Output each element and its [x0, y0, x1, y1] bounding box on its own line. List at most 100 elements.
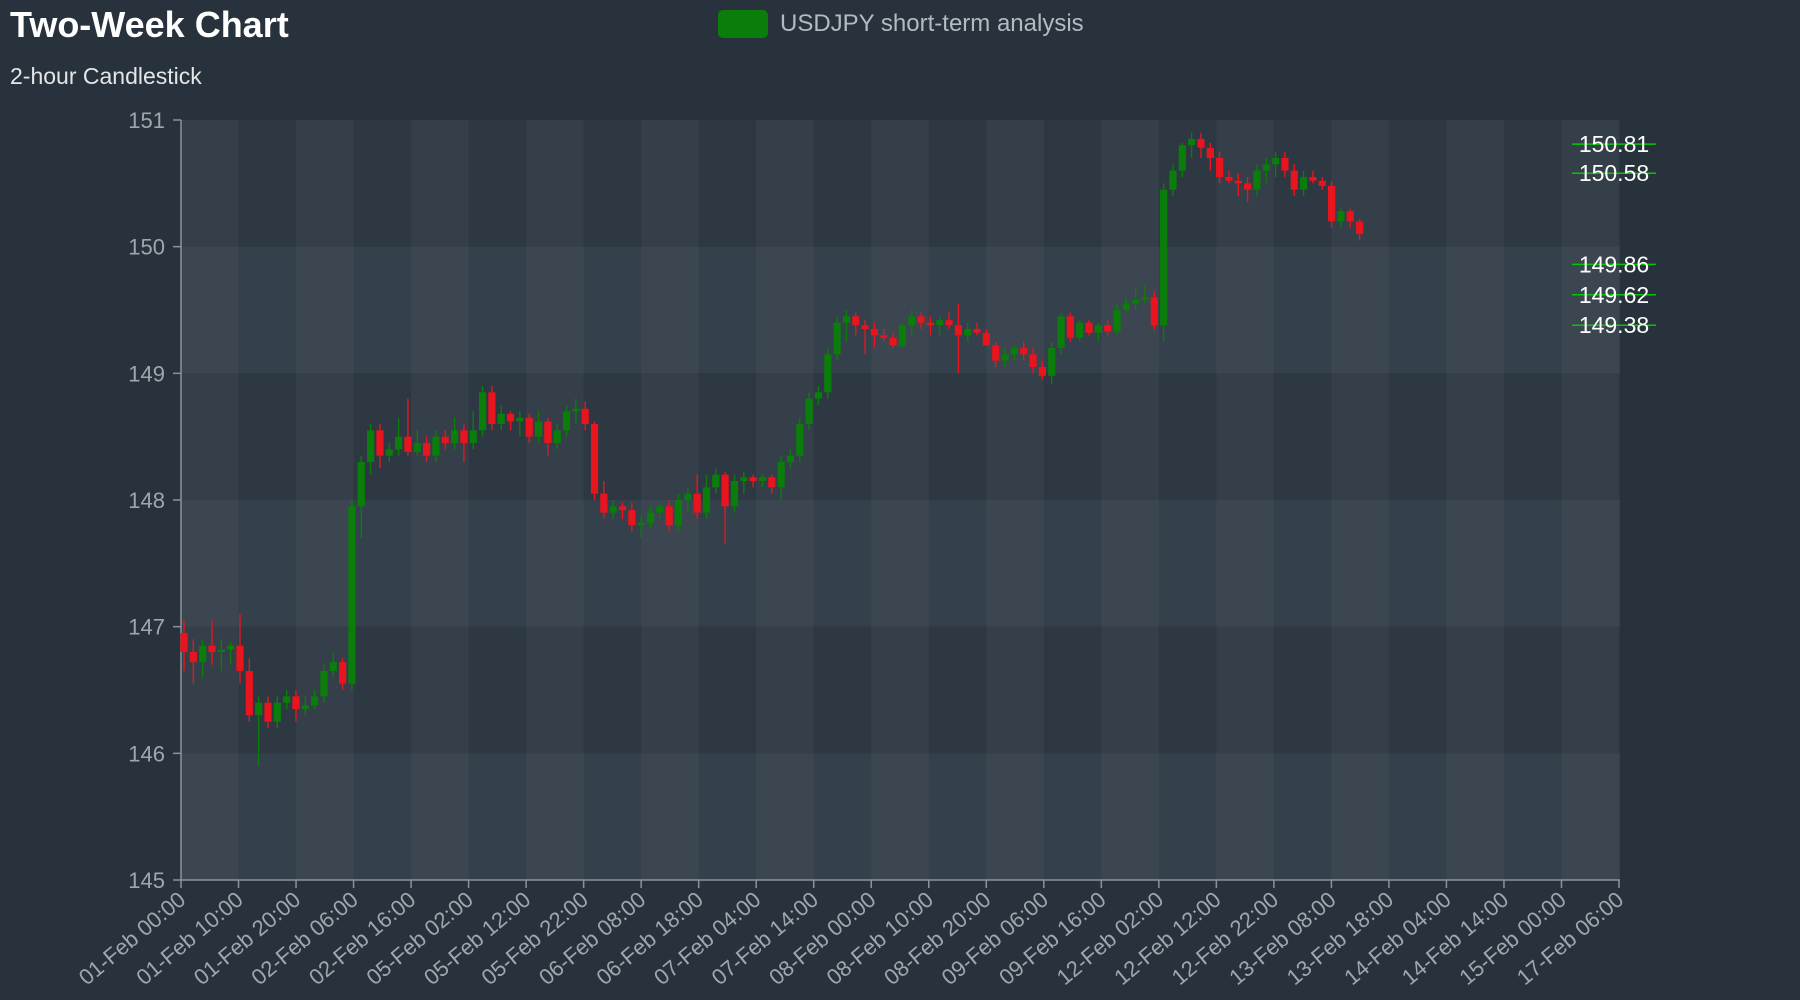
candle-body	[982, 332, 990, 346]
candle-body	[572, 408, 580, 412]
candle-body	[283, 696, 291, 703]
grid-stripe	[1446, 120, 1504, 880]
grid-band	[181, 753, 1620, 880]
candle-body	[1020, 348, 1028, 355]
candle-body	[208, 645, 216, 652]
candle-body	[357, 462, 365, 507]
candle-body	[889, 337, 897, 346]
candle-body	[786, 455, 795, 462]
candle-body	[413, 443, 421, 452]
candle-body	[702, 487, 711, 513]
candle-body	[255, 702, 263, 716]
candle-body	[1057, 316, 1065, 348]
candle-body	[870, 329, 879, 336]
candle-body	[1327, 185, 1336, 222]
candle-body	[777, 462, 785, 488]
candle-body	[199, 645, 207, 663]
candle-body	[497, 413, 505, 424]
candle-body	[861, 325, 869, 329]
grid-stripe	[296, 120, 354, 880]
candle-body	[740, 477, 748, 481]
candle-body	[600, 493, 608, 513]
candle-body	[404, 436, 412, 452]
candle-body	[1318, 180, 1326, 186]
candle-body	[1150, 297, 1158, 326]
candle-body	[842, 316, 851, 323]
candle-body	[590, 424, 599, 494]
candle-body	[339, 662, 347, 684]
candle-body	[1206, 147, 1214, 158]
chart-subtitle: 2-hour Candlestick	[10, 63, 202, 89]
legend-swatch	[718, 10, 768, 38]
candle-body	[488, 392, 496, 424]
candle-body	[1178, 145, 1186, 171]
candle-body	[926, 322, 934, 326]
candle-body	[768, 477, 776, 488]
candle-body	[1309, 177, 1317, 181]
candle-body	[674, 500, 683, 526]
y-tick-label: 151	[128, 108, 165, 133]
candle-body	[693, 493, 701, 513]
legend-label: USDJPY short-term analysis	[780, 10, 1084, 37]
candle-body	[1272, 158, 1280, 165]
grid-stripe	[526, 120, 584, 880]
candle-body	[637, 522, 645, 526]
candle-body	[1225, 177, 1233, 181]
candle-body	[227, 645, 235, 650]
chart-legend[interactable]: USDJPY short-term analysis	[718, 10, 1084, 38]
chart-title: Two-Week Chart	[10, 4, 289, 45]
candle-body	[1113, 310, 1121, 332]
candle-body	[562, 411, 571, 431]
candle-body	[301, 705, 309, 709]
candle-body	[1244, 183, 1252, 190]
candle-body	[1048, 348, 1056, 376]
candle-body	[1234, 180, 1242, 184]
candle-body	[1066, 316, 1074, 338]
candle-body	[1253, 170, 1261, 190]
candle-body	[945, 320, 953, 326]
level-label: 149.62	[1579, 282, 1649, 308]
candle-body	[721, 474, 729, 507]
candle-body	[1346, 211, 1354, 222]
candle-body	[618, 506, 627, 511]
candle-body	[450, 430, 459, 443]
candle-body	[1262, 164, 1270, 171]
candle-body	[292, 696, 300, 709]
grid-stripe	[181, 120, 239, 880]
grid-stripe	[1216, 120, 1274, 880]
candle-body	[712, 474, 720, 488]
candle-body	[824, 354, 832, 393]
grid-band	[181, 626, 1620, 754]
candle-body	[441, 436, 449, 443]
y-tick-label: 147	[128, 615, 165, 640]
grid-stripe	[756, 120, 814, 880]
candle-body	[973, 329, 981, 333]
candle-body	[1076, 322, 1084, 338]
candle-body	[628, 510, 636, 526]
candle-body	[376, 430, 384, 456]
candle-body	[917, 316, 925, 323]
grid-stripe	[1561, 120, 1619, 880]
candle-body	[1281, 158, 1289, 171]
candle-body	[1122, 303, 1130, 310]
candle-body	[796, 424, 804, 456]
candle-body	[525, 417, 533, 437]
candle-body	[730, 481, 739, 507]
candle-body	[814, 392, 823, 399]
candle-body	[1300, 177, 1308, 190]
candle-body	[1169, 170, 1177, 190]
grid-band	[181, 500, 1620, 627]
candle-body	[367, 430, 375, 462]
level-label: 150.81	[1579, 131, 1649, 157]
candle-body	[1337, 211, 1345, 222]
candle-body	[236, 645, 244, 671]
candle-body	[320, 671, 328, 697]
candle-body	[385, 449, 393, 456]
candle-body	[665, 506, 673, 526]
candle-body	[180, 633, 188, 652]
candle-body	[422, 443, 431, 456]
candle-body	[1094, 325, 1102, 333]
grid-stripe	[871, 120, 929, 880]
candle-body	[506, 413, 515, 422]
candle-body	[992, 345, 1000, 361]
